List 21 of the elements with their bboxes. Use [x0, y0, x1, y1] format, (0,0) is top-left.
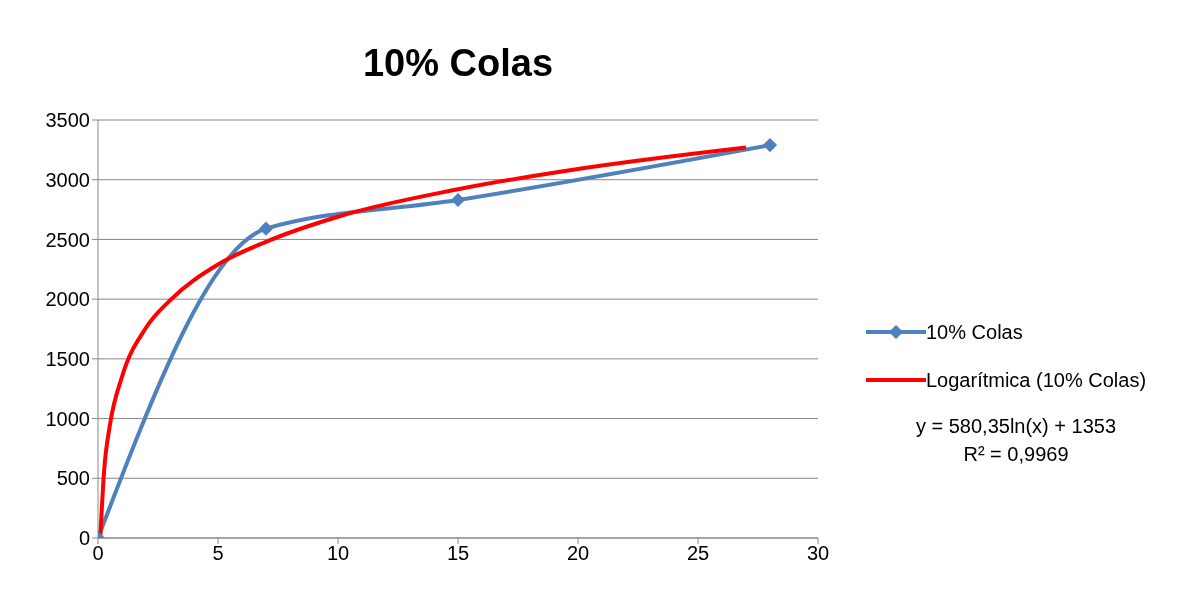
y-tick-label: 2500: [45, 228, 90, 251]
legend-label: Logarítmica (10% Colas): [926, 368, 1147, 392]
x-tick-label: 15: [446, 542, 470, 565]
text: R² = 0,9969: [962, 442, 1070, 467]
x-tick-label: 0: [92, 542, 104, 565]
x-tick-label: 5: [212, 542, 224, 565]
y-tick-label: 500: [56, 467, 90, 490]
y-tick-label: 0: [78, 527, 90, 550]
x-tick-label: 30: [806, 542, 830, 565]
legend-label: 10% Colas: [926, 320, 1023, 344]
y-tick-label: 1000: [45, 407, 90, 430]
y-tick-label: 1500: [45, 347, 90, 370]
x-tick-label: 25: [686, 542, 710, 565]
y-tick-label: 3000: [45, 168, 90, 191]
chart-title: 10% Colas: [361, 42, 555, 85]
point: [258, 221, 274, 236]
y-tick-label: 3500: [45, 109, 90, 132]
x-tick-label: 20: [566, 542, 590, 565]
x-tick-label: 10: [326, 542, 350, 565]
text: y = 580,35ln(x) + 1353: [914, 414, 1118, 439]
y-tick-label: 2000: [45, 288, 90, 311]
